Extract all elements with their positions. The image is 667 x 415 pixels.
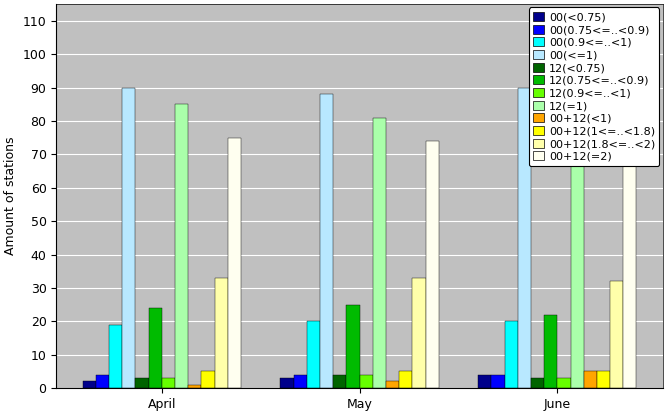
Bar <box>570 98 584 388</box>
Bar <box>122 88 135 388</box>
Bar <box>360 375 373 388</box>
Bar <box>610 281 623 388</box>
Bar <box>280 378 293 388</box>
Bar <box>149 308 162 388</box>
Bar <box>346 305 360 388</box>
Bar <box>215 278 227 388</box>
Bar <box>135 378 149 388</box>
Bar <box>96 375 109 388</box>
Bar <box>227 138 241 388</box>
Legend: 00(<0.75), 00(0.75<=..<0.9), 00(0.9<=..<1), 00(<=1), 12(<0.75), 12(0.75<=..<0.9): 00(<0.75), 00(0.75<=..<0.9), 00(0.9<=..<… <box>529 7 660 166</box>
Bar <box>109 325 122 388</box>
Bar <box>558 378 570 388</box>
Bar <box>597 371 610 388</box>
Bar <box>426 141 439 388</box>
Bar <box>412 278 426 388</box>
Bar <box>162 378 175 388</box>
Bar <box>293 375 307 388</box>
Bar <box>478 375 492 388</box>
Bar <box>518 88 531 388</box>
Bar <box>544 315 558 388</box>
Bar <box>492 375 505 388</box>
Bar <box>201 371 215 388</box>
Bar <box>373 118 386 388</box>
Bar <box>505 321 518 388</box>
Bar <box>531 378 544 388</box>
Bar <box>584 371 597 388</box>
Bar <box>175 104 188 388</box>
Bar <box>386 381 399 388</box>
Bar <box>334 375 346 388</box>
Y-axis label: Amount of stations: Amount of stations <box>4 137 17 255</box>
Bar <box>307 321 320 388</box>
Bar <box>320 94 334 388</box>
Bar <box>399 371 412 388</box>
Bar <box>83 381 96 388</box>
Bar <box>623 131 636 388</box>
Bar <box>188 385 201 388</box>
